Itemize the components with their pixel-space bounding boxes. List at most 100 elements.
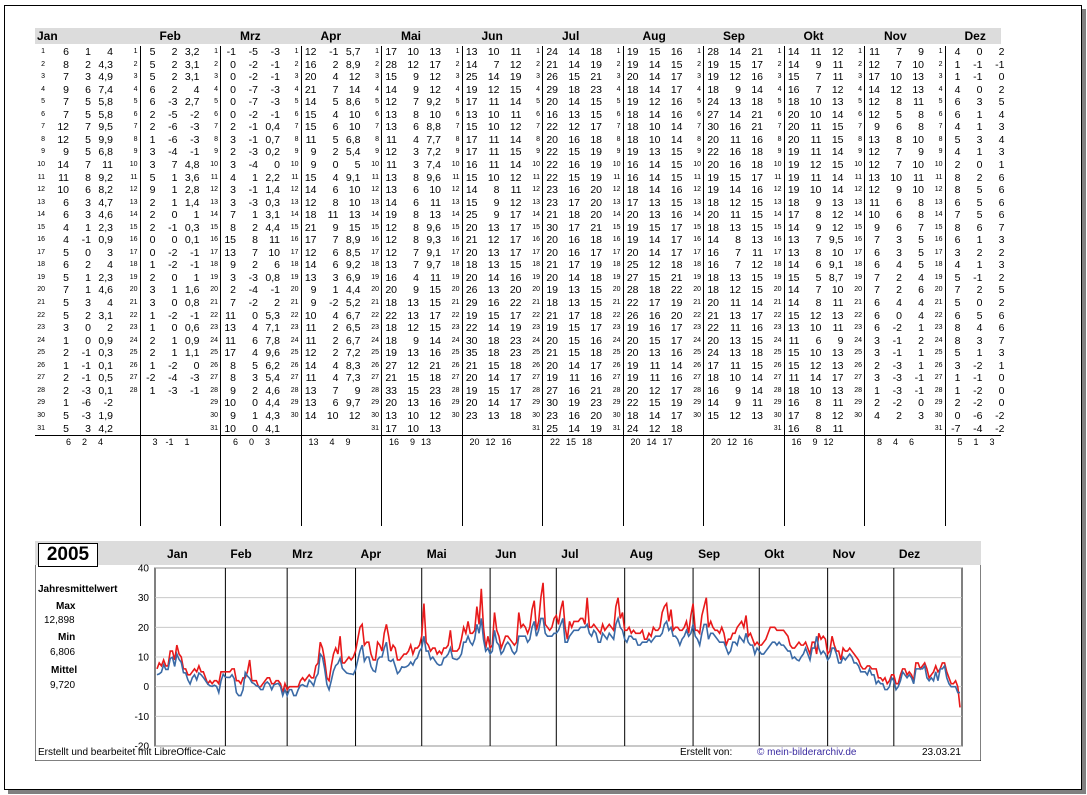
mean-cell: 11 (822, 59, 844, 72)
min-cell: 7 (723, 247, 741, 260)
max-cell: 3 (222, 197, 236, 210)
day-number: 10 (450, 159, 460, 172)
mean-cell: 4,6 (91, 284, 113, 297)
max-cell: 14 (866, 84, 880, 97)
mean-cell: 7,4 (419, 159, 441, 172)
min-cell: 13 (482, 259, 500, 272)
min-cell: 9 (804, 59, 822, 72)
min-cell: 15 (643, 335, 661, 348)
mean-cell: 8,5 (339, 247, 361, 260)
max-cell: 16 (383, 272, 397, 285)
min-cell: 6 (804, 259, 822, 272)
day-number: 16 (611, 234, 621, 247)
day-number: 1 (772, 46, 782, 59)
min-cell: 4 (884, 259, 902, 272)
max-cell: 20 (705, 134, 719, 147)
max-cell: 18 (544, 297, 558, 310)
mean-cell: 9,5 (822, 234, 844, 247)
footer-link[interactable]: © mein-bilderarchiv.de (757, 747, 856, 758)
mean-cell: 18 (741, 347, 763, 360)
day-number: 18 (530, 259, 540, 272)
day-number: 4 (933, 84, 943, 97)
max-cell: 11 (222, 310, 236, 323)
day-number: 2 (772, 59, 782, 72)
min-cell: 2 (240, 222, 258, 235)
mean-cell: 13 (822, 310, 844, 323)
max-cell: 19 (786, 184, 800, 197)
max-cell: 19 (544, 284, 558, 297)
min-cell: -2 (240, 71, 258, 84)
month-separator (381, 46, 382, 526)
mean-cell: 1,4 (258, 184, 280, 197)
mean-cell: 8,6 (339, 96, 361, 109)
min-cell: 15 (723, 59, 741, 72)
min-cell: 16 (482, 297, 500, 310)
max-cell: 27 (625, 272, 639, 285)
max-cell: 16 (625, 172, 639, 185)
max-cell: 20 (544, 335, 558, 348)
max-cell: 15 (786, 71, 800, 84)
mean-cell: 7,1 (258, 322, 280, 335)
mean-cell: 8 (902, 109, 924, 122)
day-number: 15 (369, 222, 379, 235)
max-cell: 4 (55, 222, 69, 235)
day-number: 12 (450, 184, 460, 197)
mean-cell: 11 (902, 172, 924, 185)
mean-cell: 21 (741, 46, 763, 59)
max-cell: 33 (383, 385, 397, 398)
min-cell: 0 (321, 159, 339, 172)
max-label: Max (56, 601, 75, 612)
min-cell: 13 (562, 297, 580, 310)
max-cell: 12 (383, 96, 397, 109)
min-cell: 13 (482, 247, 500, 260)
max-cell: 16 (705, 247, 719, 260)
mean-cell: 19 (580, 59, 602, 72)
day-number: 4 (852, 84, 862, 97)
max-cell: 19 (625, 234, 639, 247)
month-min-mean: 9 (804, 436, 817, 448)
mean-cell: 9,6 (419, 222, 441, 235)
max-cell: 19 (625, 322, 639, 335)
mean-cell: 8,2 (91, 184, 113, 197)
mean-cell: 1,6 (178, 284, 200, 297)
min-cell: 1 (160, 335, 178, 348)
max-cell: 1 (947, 59, 961, 72)
max-cell: 16 (786, 397, 800, 410)
max-cell: 22 (625, 397, 639, 410)
mean-cell: 17 (580, 121, 602, 134)
min-cell: -3 (160, 385, 177, 398)
day-number: 12 (691, 184, 701, 197)
min-cell: 14 (482, 71, 500, 84)
min-cell: 8 (804, 209, 822, 222)
min-cell: 8 (240, 234, 258, 247)
mean-cell: 12 (500, 172, 522, 185)
min-cell: 5 (965, 209, 983, 222)
min-cell: 4 (321, 172, 339, 185)
day-number: 24 (933, 335, 943, 348)
day-number: 7 (772, 121, 782, 134)
max-cell: 19 (383, 347, 397, 360)
max-cell: 20 (625, 385, 639, 398)
max-cell: 19 (705, 59, 719, 72)
day-number: 9 (450, 146, 460, 159)
month-header-dez: Dez (965, 29, 986, 43)
min-cell: 7 (884, 146, 902, 159)
mean-cell: 8 (902, 209, 924, 222)
day-number: 21 (772, 297, 782, 310)
min-cell: 17 (562, 259, 580, 272)
day-number: 25 (208, 347, 218, 360)
min-cell: 7 (804, 234, 822, 247)
max-cell: 14 (464, 184, 478, 197)
day-number: 30 (611, 410, 621, 423)
max-cell: 13 (866, 172, 880, 185)
mean-cell: 8,9 (339, 59, 361, 72)
mean-cell: 21 (741, 121, 763, 134)
min-cell: 0 (160, 272, 178, 285)
day-number: 17 (611, 247, 621, 260)
min-cell: -2 (884, 322, 902, 335)
day-number: 22 (289, 310, 299, 323)
month-min-mean: 4 (884, 436, 898, 448)
month-separator (944, 46, 946, 526)
min-cell: 11 (562, 372, 580, 385)
day-number: 27 (289, 372, 299, 385)
